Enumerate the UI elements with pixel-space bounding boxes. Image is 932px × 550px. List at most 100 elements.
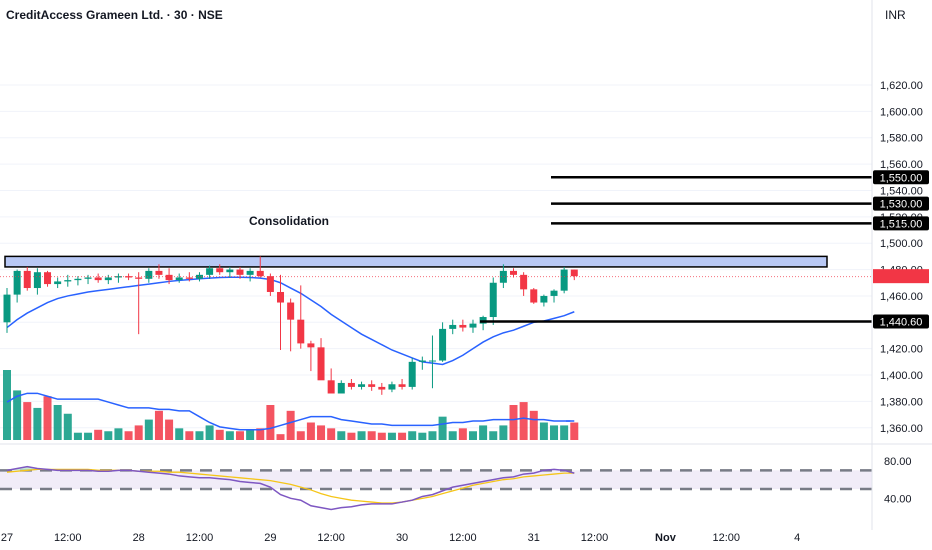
price-level-box — [873, 314, 929, 329]
candle-body — [165, 274, 173, 281]
x-tick-label: 12:00 — [581, 532, 609, 544]
candle-body — [195, 274, 203, 279]
volume-bar — [84, 432, 93, 440]
volume-bar — [205, 425, 214, 440]
volume-bar — [33, 407, 42, 440]
price-level-label: 1,550.00 — [880, 172, 923, 184]
x-tick-label: 4 — [794, 532, 800, 544]
x-tick-label: 29 — [264, 532, 276, 544]
volume-bar — [296, 431, 305, 440]
volume-bar — [438, 416, 447, 440]
y-tick-label: 1,420.00 — [880, 344, 923, 356]
y-tick-label: 1,360.00 — [880, 423, 923, 435]
volume-bar — [539, 422, 548, 440]
volume-bar — [114, 428, 123, 440]
candle-body — [94, 277, 102, 281]
candle-body — [84, 277, 92, 279]
volume-bar — [468, 431, 477, 440]
volume-bar — [347, 432, 356, 440]
candle-body — [3, 294, 11, 323]
volume-bar — [195, 431, 204, 440]
candle-body — [155, 270, 163, 275]
volume-bar — [276, 434, 285, 440]
volume-bar — [448, 431, 457, 440]
price-level-box — [873, 170, 929, 185]
annotation-consolidation: Consolidation — [249, 214, 329, 228]
x-tick-label: 12:00 — [54, 532, 82, 544]
y-tick-label: 1,620.00 — [880, 80, 923, 92]
x-tick-label: 28 — [133, 532, 145, 544]
candle-body — [287, 302, 295, 320]
price-level-box — [873, 196, 929, 211]
candle-body — [388, 384, 396, 390]
volume-bar — [560, 425, 569, 440]
candle-body — [398, 384, 406, 387]
volume-bar — [154, 410, 163, 440]
candle-body — [550, 290, 558, 296]
volume-bar — [13, 390, 22, 440]
candle-body — [317, 347, 325, 381]
x-tick-label: 27 — [1, 532, 13, 544]
candle-body — [74, 278, 82, 281]
candle-body — [54, 281, 62, 285]
ema-line — [6, 276, 575, 366]
volume-bar — [63, 413, 72, 440]
rsi-tick-label: 40.00 — [884, 493, 912, 505]
volume-bar — [286, 410, 295, 440]
y-tick-label: 1,380.00 — [880, 396, 923, 408]
candle-body — [337, 382, 345, 394]
candle-body — [216, 268, 224, 273]
y-tick-label: 1,500.00 — [880, 238, 923, 250]
price-level-label: 1,515.00 — [880, 218, 923, 230]
volume-bar — [408, 431, 417, 440]
volume-bar — [550, 425, 559, 440]
volume-bar — [387, 432, 396, 440]
candle-body — [439, 328, 447, 361]
candle-body — [418, 360, 426, 362]
candle-body — [520, 274, 528, 290]
y-tick-label: 1,600.00 — [880, 106, 923, 118]
candle-body — [570, 269, 578, 277]
candle-body — [530, 289, 538, 303]
x-tick-label: 12:00 — [317, 532, 345, 544]
rsi-tick-label: 80.00 — [884, 456, 912, 468]
candle-body — [226, 269, 234, 273]
volume-bar — [357, 431, 366, 440]
candle-body — [13, 270, 21, 295]
candle-body — [135, 277, 143, 279]
chart-title: CreditAccess Grameen Ltd. · 30 · NSE — [6, 8, 223, 22]
candle-body — [277, 291, 285, 303]
volume-ma-line — [6, 392, 575, 431]
candle-body — [510, 270, 517, 275]
price-level-label: 1,530.00 — [880, 199, 923, 211]
candle-body — [347, 382, 355, 387]
candle-body — [256, 270, 264, 277]
candle-body — [64, 280, 72, 282]
volume-bar — [458, 428, 467, 440]
rsi-band — [0, 470, 872, 489]
candle-body — [236, 269, 244, 275]
y-tick-label: 1,460.00 — [880, 291, 923, 303]
candle-body — [459, 324, 467, 328]
currency-label: INR — [885, 8, 906, 22]
volume-bar — [529, 410, 538, 440]
volume-bar — [570, 422, 579, 440]
candle-body — [297, 319, 305, 344]
x-tick-label: 12:00 — [712, 532, 740, 544]
x-tick-label: 12:00 — [449, 532, 477, 544]
volume-bar — [104, 431, 113, 440]
volume-bar — [144, 419, 153, 440]
volume-bar — [337, 431, 346, 440]
candle-body — [368, 384, 376, 387]
volume-bar — [215, 429, 224, 440]
x-tick-label: 31 — [528, 532, 540, 544]
candle-body — [125, 276, 133, 278]
candle-body — [44, 272, 52, 285]
candle-body — [246, 270, 254, 275]
volume-bar — [73, 432, 82, 440]
candle-body — [560, 269, 568, 291]
candle-body — [175, 277, 183, 281]
price-level-box — [873, 216, 929, 231]
candle-body — [206, 268, 214, 275]
